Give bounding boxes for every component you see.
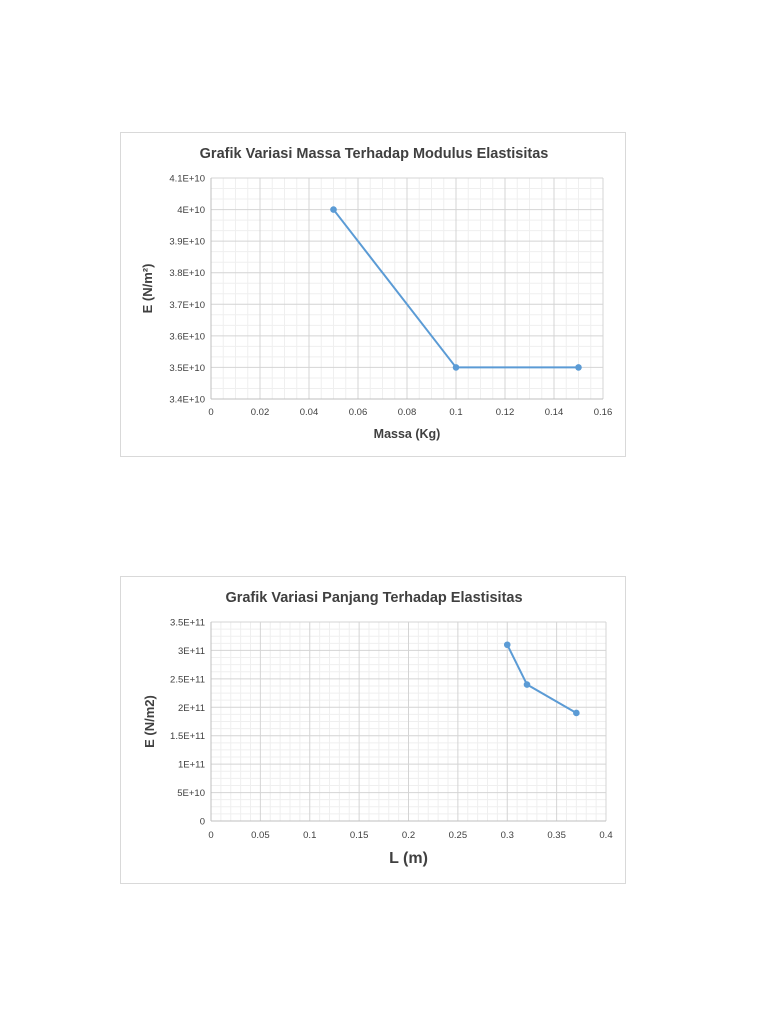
chart-mass-vs-modulus: 0 0.02 0.04 0.06 0.08 0.1 0.12 0.14 0.16 3.4E+10 3… [120,132,626,457]
x-tick-label: 0.14 [545,407,564,418]
x-tick-label: 0.35 [547,830,566,841]
y-tick-label: 1.5E+11 [170,731,205,742]
y-tick-label: 2E+11 [178,703,205,714]
data-point [523,681,531,688]
chart-title: Grafik Variasi Massa Terhadap Modulus El… [200,146,549,162]
y-axis-label: E (N/m²) [140,264,155,314]
y-tick-label: 3.4E+10 [169,395,205,406]
y-tick-label: 0 [200,817,205,828]
y-tick-label: 4E+10 [177,205,205,216]
x-tick-label: 0.02 [251,407,270,418]
data-point [575,364,582,371]
x-tick-label: 0.12 [496,407,515,418]
x-tick-label: 0.1 [449,407,462,418]
y-tick-label: 3.6E+10 [169,331,205,342]
major-grid [210,177,604,400]
x-tick-label: 0.04 [300,407,319,418]
y-tick-label: 2.5E+11 [170,674,205,685]
x-tick-label: 0.2 [402,830,415,841]
data-point [452,364,460,371]
x-tick-label: 0.05 [251,830,270,841]
y-tick-label: 3.9E+10 [169,237,205,248]
y-tick-label: 3.8E+10 [169,268,205,279]
x-tick-label: 0.4 [599,830,612,841]
data-point [330,206,337,213]
y-tick-label: 3E+11 [178,646,205,657]
x-tick-label: 0 [208,407,213,418]
x-tick-label: 0.1 [303,830,316,841]
x-tick-label: 0.16 [594,407,613,418]
chart-svg: 0 0.02 0.04 0.06 0.08 0.1 0.12 0.14 0.16 3.4E+10 3… [140,146,613,441]
chart-title: Grafik Variasi Panjang Terhadap Elastisi… [225,590,522,606]
x-axis-label: Massa (Kg) [374,427,441,441]
x-tick-label: 0.15 [350,830,369,841]
y-axis-label: E (N/m2) [142,695,157,748]
x-axis-label: L (m) [389,850,428,867]
y-tick-label: 5E+10 [177,788,205,799]
y-tick-label: 3.5E+11 [170,618,205,629]
x-tick-label: 0 [208,830,213,841]
y-tick-label: 3.7E+10 [169,300,205,311]
x-tick-label: 0.06 [349,407,368,418]
x-tick-label: 0.3 [501,830,514,841]
y-tick-label: 3.5E+10 [169,363,205,374]
x-tick-label: 0.25 [449,830,468,841]
chart-svg: 0 0.05 0.1 0.15 0.2 0.25 0.3 0.35 0.4 0 5E+10 1E+11… [142,590,613,867]
data-point [573,709,580,717]
y-tick-label: 1E+11 [178,760,205,771]
data-point [503,641,511,649]
chart-length-vs-elasticity: 0 0.05 0.1 0.15 0.2 0.25 0.3 0.35 0.4 0 5E+10 1E+11… [120,576,626,884]
x-tick-label: 0.08 [398,407,417,418]
y-tick-label: 4.1E+10 [169,174,205,185]
